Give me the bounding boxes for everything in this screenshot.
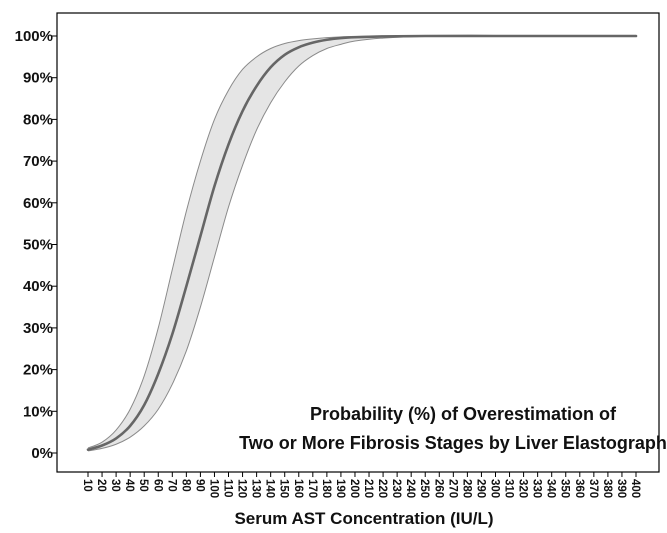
x-tick-label: 250 (418, 479, 430, 498)
y-tick-label: 100% (15, 28, 53, 45)
y-tick-label: 60% (23, 195, 53, 212)
y-tick-label: 70% (23, 153, 53, 170)
x-tick-label: 170 (306, 479, 318, 498)
x-tick-label: 310 (503, 479, 515, 498)
x-tick-label: 340 (545, 479, 557, 498)
plot-frame (56, 12, 660, 473)
x-tick-label: 210 (362, 479, 374, 498)
x-tick-label: 400 (629, 479, 641, 498)
y-tick-label: 20% (23, 362, 53, 379)
y-tick-label: 90% (23, 70, 53, 87)
x-tick-label: 390 (615, 479, 627, 498)
x-tick-label: 10 (81, 479, 93, 492)
confidence-band (88, 35, 636, 451)
x-tick-label: 190 (334, 479, 346, 498)
x-tick-label: 200 (348, 479, 360, 498)
x-tick-label: 150 (278, 479, 290, 498)
x-tick-label: 60 (151, 479, 163, 492)
x-tick-label: 230 (390, 479, 402, 498)
y-tick-label: 50% (23, 237, 53, 254)
x-tick-label: 50 (137, 479, 149, 492)
annotation-line-1: Probability (%) of Overestimation of (310, 404, 617, 424)
x-tick-label: 240 (404, 479, 416, 498)
y-tick-label: 40% (23, 278, 53, 295)
x-tick-label: 350 (559, 479, 571, 498)
y-tick-label: 30% (23, 320, 53, 337)
x-tick-label: 180 (320, 479, 332, 498)
y-tick-label: 10% (23, 403, 53, 420)
y-axis: 0% 10% 20% 30% 40% 50% 60% 70% 80% 90% 100% (15, 28, 57, 462)
x-tick-label: 130 (250, 479, 262, 498)
plot-area (86, 34, 638, 452)
x-tick-label: 20 (95, 479, 107, 492)
x-axis-label: Serum AST Concentration (IU/L) (234, 509, 493, 528)
x-tick-label: 30 (109, 479, 121, 492)
x-tick-label: 370 (587, 479, 599, 498)
x-tick-label: 70 (165, 479, 177, 492)
x-tick-label: 260 (432, 479, 444, 498)
x-tick-label: 270 (446, 479, 458, 498)
probability-line (86, 34, 638, 451)
x-tick-label: 330 (531, 479, 543, 498)
x-tick-label: 320 (517, 479, 529, 498)
x-axis: 10 20 30 40 50 60 70 80 90 100 110 120 130 140 150 160 1… (81, 472, 641, 498)
x-tick-label: 100 (207, 479, 219, 498)
y-tick-label: 0% (31, 445, 53, 462)
x-tick-label: 80 (179, 479, 191, 492)
x-tick-label: 280 (460, 479, 472, 498)
x-tick-label: 120 (236, 479, 248, 498)
lower-ci-line (87, 35, 636, 452)
x-tick-label: 110 (222, 479, 234, 498)
x-tick-label: 360 (573, 479, 585, 498)
annotation-line-2: Two or More Fibrosis Stages by Liver Ela… (239, 433, 667, 453)
x-tick-label: 300 (488, 479, 500, 498)
y-tick-label: 80% (23, 111, 53, 128)
x-tick-label: 380 (601, 479, 613, 498)
x-tick-label: 290 (474, 479, 486, 498)
x-tick-label: 160 (292, 479, 304, 498)
x-tick-label: 220 (376, 479, 388, 498)
x-tick-label: 40 (123, 479, 135, 492)
x-tick-label: 90 (193, 479, 205, 492)
x-tick-label: 140 (264, 479, 276, 498)
